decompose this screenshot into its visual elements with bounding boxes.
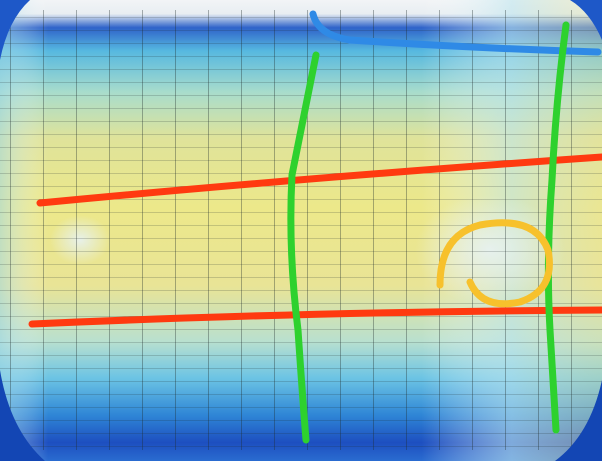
page: {} html, body { margin: 0; padding: 0; w… [0,0,602,461]
annotated-contour-map [0,0,602,461]
body [0,0,602,461]
